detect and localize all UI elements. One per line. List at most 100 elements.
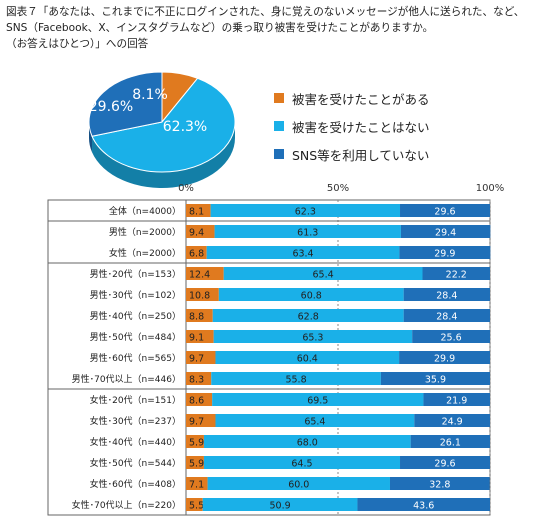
legend-label-victim: 被害を受けたことがある <box>292 91 430 107</box>
data-label: 9.7 <box>189 417 204 428</box>
bar-segment <box>400 225 491 238</box>
bar-segment <box>412 330 490 343</box>
legend-label-no-sns: SNS等を利用していない <box>292 147 430 163</box>
bar-segment <box>403 288 490 301</box>
bar-segment <box>186 414 216 427</box>
data-label: 6.8 <box>189 249 204 260</box>
bar-segment <box>186 204 211 217</box>
bar-segment <box>380 372 490 385</box>
data-label: 8.1 <box>189 207 204 218</box>
bar-segment <box>186 246 207 259</box>
bar-segment <box>399 351 490 364</box>
bar-segment <box>215 414 415 427</box>
pie-label-1: 62.3% <box>163 119 207 135</box>
data-label: 25.6 <box>441 333 462 344</box>
data-label: 55.8 <box>285 375 306 386</box>
data-label: 63.4 <box>292 249 313 260</box>
data-label: 29.6 <box>434 207 455 218</box>
bar-segment <box>202 498 358 511</box>
data-label: 62.8 <box>298 312 319 323</box>
bar-segment <box>186 498 203 511</box>
data-label: 5.9 <box>189 459 204 470</box>
bar-segment <box>186 456 204 469</box>
data-label: 65.4 <box>313 270 334 281</box>
data-label: 22.2 <box>446 270 467 281</box>
bar-segment <box>422 267 490 280</box>
pie-label-2: 29.6% <box>89 99 133 115</box>
bar-segment <box>186 351 216 364</box>
legend-item-not-victim: 被害を受けたことはない <box>274 114 430 138</box>
legend-label-not-victim: 被害を受けたことはない <box>292 119 430 135</box>
bar-segment <box>186 393 213 406</box>
data-label: 64.5 <box>291 459 312 470</box>
bar-segment <box>399 246 491 259</box>
data-label: 65.4 <box>304 417 325 428</box>
pie-label-0: 8.1% <box>132 87 168 103</box>
data-label: 29.9 <box>434 354 455 365</box>
legend-swatch-no-sns <box>274 149 284 159</box>
data-label: 29.4 <box>435 228 456 239</box>
data-label: 61.3 <box>297 228 318 239</box>
bar-segment <box>218 288 404 301</box>
bar-segment <box>211 372 381 385</box>
data-label: 68.0 <box>297 438 318 449</box>
category-label: 女性･50代（n=544） <box>90 457 181 469</box>
pie-chart: 8.1% 62.3% 29.6% <box>88 71 236 188</box>
category-label: 全体（n=4000） <box>109 205 181 217</box>
axis-tick-label: 0% <box>178 183 194 194</box>
data-label: 12.4 <box>189 270 210 281</box>
axis-tick-label: 50% <box>327 183 349 194</box>
bar-segment <box>414 414 490 427</box>
data-label: 21.9 <box>446 396 467 407</box>
data-label: 9.1 <box>189 333 204 344</box>
category-label: 男性（n=2000） <box>109 226 181 238</box>
pie-legend: 被害を受けたことがある 被害を受けたことはない SNS等を利用していない <box>274 86 430 170</box>
bar-segment <box>186 330 214 343</box>
category-label: 男性･50代（n=484） <box>90 331 181 343</box>
category-label: 女性（n=2000） <box>109 247 181 259</box>
bar-segment <box>186 309 213 322</box>
data-label: 10.8 <box>189 291 210 302</box>
data-label: 60.4 <box>297 354 318 365</box>
pie-side-1 <box>92 122 235 188</box>
category-label: 女性･40代（n=440） <box>90 436 181 448</box>
bar-segment <box>206 246 400 259</box>
bar-segment <box>186 225 215 238</box>
category-label: 男性･30代（n=102） <box>90 289 181 301</box>
bar-segment <box>389 477 490 490</box>
category-label: 女性･70代以上（n=220） <box>72 499 181 511</box>
data-label: 7.1 <box>189 480 204 491</box>
data-label: 69.5 <box>307 396 328 407</box>
data-label: 65.3 <box>302 333 323 344</box>
data-label: 29.9 <box>434 249 455 260</box>
pie-slice-2 <box>88 71 163 137</box>
data-label: 50.9 <box>270 501 291 512</box>
data-label: 29.6 <box>434 459 455 470</box>
legend-item-victim: 被害を受けたことがある <box>274 86 430 110</box>
bar-segment <box>203 456 401 469</box>
bar-segment <box>186 267 224 280</box>
title-line-1: 図表７「あなたは、これまでに不正にログインされた、身に覚えのないメッセージが他人… <box>6 6 525 18</box>
category-label: 女性･20代（n=151） <box>90 394 181 406</box>
category-label: 女性･60代（n=408） <box>90 478 181 490</box>
data-label: 35.9 <box>425 375 446 386</box>
data-label: 28.4 <box>436 312 457 323</box>
data-label: 32.8 <box>429 480 450 491</box>
legend-item-no-sns: SNS等を利用していない <box>274 142 430 166</box>
bar-segment <box>357 498 490 511</box>
data-label: 26.1 <box>440 438 461 449</box>
bar-segment <box>400 204 490 217</box>
bar-segment <box>186 372 212 385</box>
category-label: 男性･20代（n=153） <box>90 268 181 280</box>
bar-segment <box>400 456 490 469</box>
category-label: 女性･30代（n=237） <box>90 415 181 427</box>
bar-segment <box>212 309 404 322</box>
data-label: 28.4 <box>436 291 457 302</box>
title-line-3: （お答えはひとつ）」への回答 <box>6 38 149 50</box>
data-label: 8.8 <box>189 312 204 323</box>
category-label: 男性･70代以上（n=446） <box>72 373 181 385</box>
chart-title: 図表７「あなたは、これまでに不正にログインされた、身に覚えのないメッセージが他人… <box>6 4 532 52</box>
data-label: 5.9 <box>189 438 204 449</box>
data-label: 24.9 <box>442 417 463 428</box>
